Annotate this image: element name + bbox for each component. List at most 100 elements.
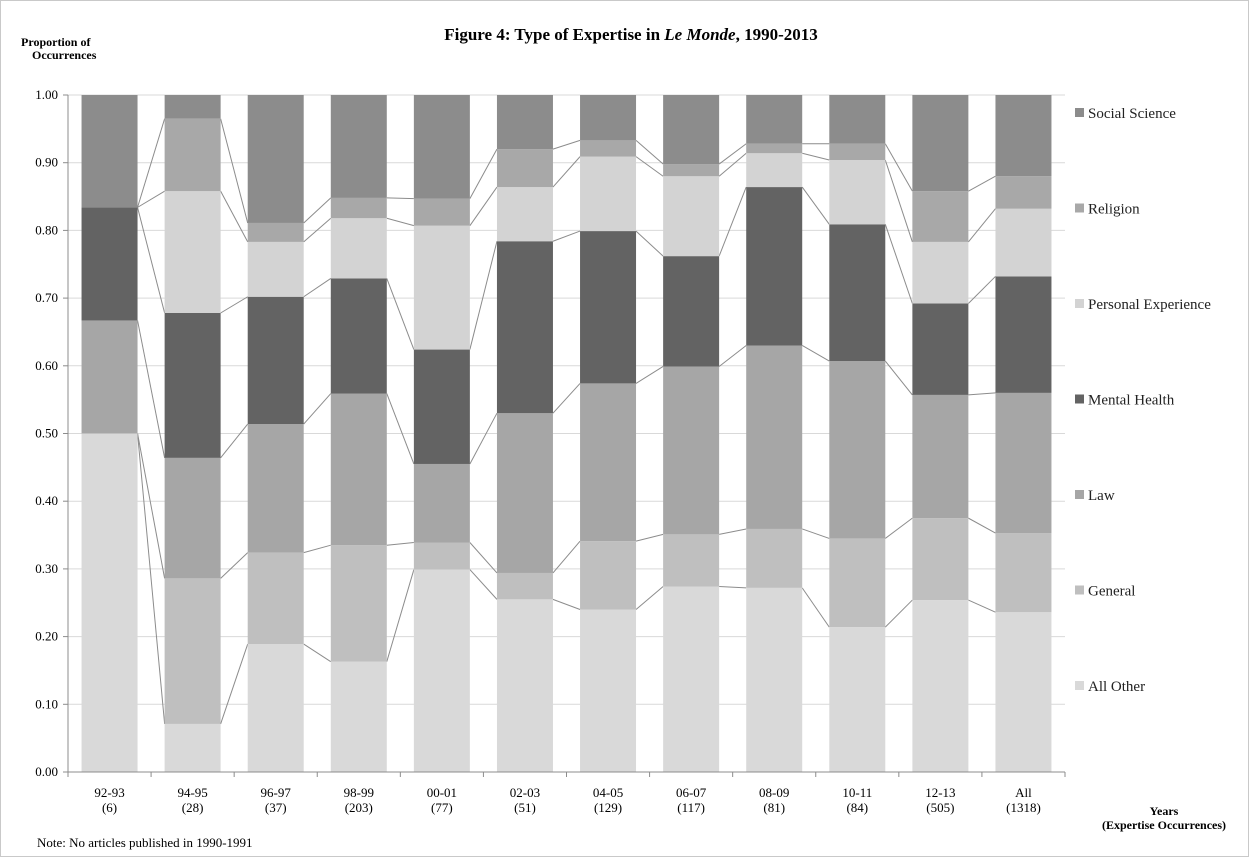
x-tick-label-years: 98-99: [344, 785, 374, 800]
bar-segment: [247, 552, 304, 645]
bar-segment: [580, 156, 637, 232]
legend-swatch: [1075, 299, 1084, 308]
series-connector-line: [137, 320, 166, 458]
bar-segment: [829, 361, 886, 539]
x-tick-label-count: (37): [265, 800, 287, 815]
y-tick-label: 0.40: [35, 493, 58, 508]
series-connector-line: [220, 423, 249, 459]
x-tick-label-years: 92-93: [94, 785, 124, 800]
bar-segment: [912, 241, 969, 304]
x-tick-labels: 92-93(6) 94-95(28) 96-97(37) 98-99(203) 00-0…: [67, 772, 1066, 815]
bar-segment: [81, 320, 138, 434]
series-connector-line: [719, 528, 747, 535]
y-tick-label: 0.90: [35, 155, 58, 170]
y-tick-label: 1.00: [35, 87, 58, 102]
y-tick-label: 0.50: [35, 426, 58, 441]
bar-segment: [330, 393, 387, 546]
bar-segment: [247, 644, 304, 772]
series-connector-line: [635, 533, 664, 542]
bar-segment: [496, 149, 553, 188]
bar-segment: [995, 276, 1052, 393]
series-connector-line: [801, 587, 830, 628]
legend: Social Science Religion Personal Experienc…: [1075, 106, 1211, 695]
bar-segment: [247, 222, 304, 242]
y-tick-label: 0.70: [35, 290, 58, 305]
y-tick-label: 0.10: [35, 696, 58, 711]
series-connector-line: [220, 296, 248, 314]
bar-segment: [247, 424, 304, 553]
series-connector-line: [137, 118, 166, 208]
bar-segment: [413, 225, 470, 350]
series-connector-line: [635, 586, 664, 610]
bar-segment: [663, 586, 720, 772]
x-axis-label-line1: Years: [1150, 804, 1179, 818]
series-connector-line: [552, 230, 581, 242]
bar-segment: [496, 95, 553, 150]
series-connector-line: [552, 598, 581, 610]
bar-segment: [912, 95, 969, 192]
x-tick-label-count: (77): [431, 800, 453, 815]
series-connector-line: [552, 383, 581, 414]
bar-segment: [330, 278, 387, 394]
legend-swatch: [1075, 585, 1084, 595]
series-connector-line: [386, 541, 414, 546]
bar-segment: [164, 191, 221, 313]
bar-segment: [330, 661, 387, 772]
bar-segment: [829, 224, 886, 362]
bar-segment: [580, 383, 637, 542]
x-tick-label-years: 10-11: [842, 785, 872, 800]
series-connector-line: [884, 599, 913, 628]
series-connector-line: [635, 139, 664, 165]
bar-segment: [829, 627, 886, 772]
series-connector-line: [884, 159, 913, 243]
bar-segment: [746, 95, 803, 144]
y-gridlines: [63, 94, 1065, 773]
bar-segment: [81, 207, 138, 321]
bar-segment: [829, 95, 886, 144]
legend-label: Law: [1088, 488, 1115, 504]
series-connector-line: [220, 190, 249, 243]
series-connector-line: [635, 156, 664, 177]
bar-segment: [746, 528, 803, 588]
bar-segment: [912, 394, 969, 519]
x-tick-label-years: 94-95: [177, 785, 207, 800]
x-tick-label-count: (203): [345, 800, 373, 815]
series-connector-line: [137, 190, 165, 208]
legend-label: Religion: [1088, 202, 1140, 218]
bar-segment: [746, 187, 803, 346]
series-connector-line: [968, 276, 996, 304]
bar-segment: [330, 197, 387, 219]
bar-segment: [413, 569, 470, 772]
bar-segment: [663, 95, 720, 165]
bar-segment: [995, 95, 1052, 177]
y-tick-label: 0.30: [35, 561, 58, 576]
x-tick-label-count: (1318): [1006, 800, 1041, 815]
series-connector-line: [968, 392, 996, 396]
series-connector-line: [469, 148, 498, 199]
legend-swatch: [1075, 108, 1084, 117]
y-tick-label: 0.60: [35, 358, 58, 373]
y-tick-label: 0.00: [35, 764, 58, 779]
bar-segment: [663, 164, 720, 177]
bar-segment: [746, 143, 803, 154]
bar-segment: [746, 153, 803, 188]
series-connector-line: [469, 542, 498, 574]
bar-segment: [829, 538, 886, 628]
legend-label: General: [1088, 584, 1135, 600]
bar-segment: [580, 609, 637, 772]
bar-segment: [912, 191, 969, 242]
series-connector-line: [220, 552, 249, 579]
series-connector-line: [552, 156, 581, 188]
series-connector-line: [386, 569, 415, 662]
series-connector-line: [303, 278, 332, 298]
y-axis-label-line1: Proportion of: [21, 35, 91, 49]
series-connector-line: [137, 433, 166, 724]
bar-segment: [496, 413, 553, 573]
bar-segment: [496, 187, 553, 242]
x-tick-label-count: (84): [846, 800, 868, 815]
series-connector-line: [968, 517, 996, 534]
series-connector-line: [469, 186, 498, 226]
x-tick-label-years: 02-03: [510, 785, 540, 800]
